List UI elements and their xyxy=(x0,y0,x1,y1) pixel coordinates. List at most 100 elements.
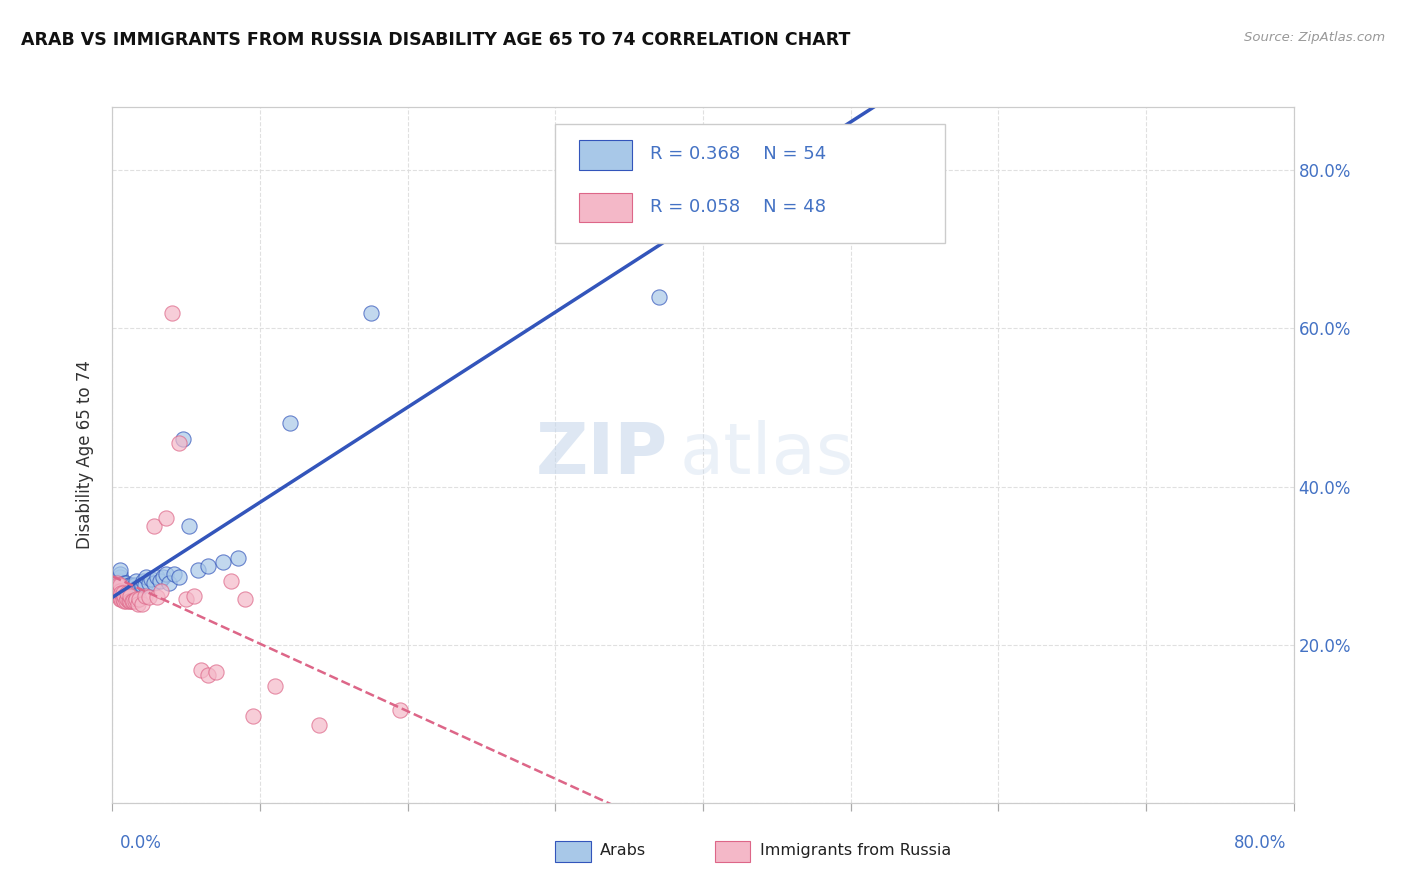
Text: Source: ZipAtlas.com: Source: ZipAtlas.com xyxy=(1244,31,1385,45)
Point xyxy=(121,583,143,598)
Point xyxy=(174,591,197,606)
Text: R = 0.058    N = 48: R = 0.058 N = 48 xyxy=(650,197,825,216)
Point xyxy=(121,594,143,608)
Point xyxy=(122,586,145,600)
Point xyxy=(139,572,162,586)
Point xyxy=(134,589,156,603)
Point xyxy=(160,305,183,319)
Point xyxy=(114,594,136,608)
Point xyxy=(110,591,132,606)
Point xyxy=(110,586,132,600)
Point xyxy=(142,519,165,533)
Point xyxy=(308,718,330,732)
Point xyxy=(278,417,301,431)
Point xyxy=(114,581,136,595)
Text: 80.0%: 80.0% xyxy=(1234,834,1286,852)
Point xyxy=(167,436,190,450)
Point xyxy=(107,583,129,598)
Point xyxy=(108,566,131,581)
Point xyxy=(135,570,157,584)
Point xyxy=(110,581,132,595)
Point xyxy=(131,578,153,592)
Point xyxy=(118,578,141,592)
Point xyxy=(108,578,131,592)
Point xyxy=(155,511,177,525)
Point xyxy=(108,589,131,603)
Text: atlas: atlas xyxy=(679,420,853,490)
Point xyxy=(120,583,142,598)
Point xyxy=(152,570,174,584)
Point xyxy=(120,589,142,603)
Point xyxy=(157,576,180,591)
Point xyxy=(134,578,156,592)
Point xyxy=(197,667,219,681)
Point xyxy=(132,574,155,589)
Point xyxy=(127,583,149,598)
Point xyxy=(360,305,382,319)
FancyBboxPatch shape xyxy=(579,193,633,222)
Point xyxy=(112,582,135,597)
Point xyxy=(112,589,135,603)
Point xyxy=(108,563,131,577)
Point xyxy=(112,586,135,600)
Point xyxy=(111,586,134,600)
Point xyxy=(197,558,219,573)
Point xyxy=(117,583,138,598)
Point xyxy=(172,432,194,446)
Point xyxy=(121,578,143,592)
Point xyxy=(124,583,146,598)
Point xyxy=(112,576,135,591)
FancyBboxPatch shape xyxy=(579,140,633,169)
Point xyxy=(105,576,128,591)
Point xyxy=(233,591,256,606)
Point xyxy=(226,550,249,565)
Point xyxy=(150,583,173,598)
Point xyxy=(128,591,150,606)
Point xyxy=(264,679,287,693)
Point xyxy=(118,594,141,608)
Point xyxy=(117,586,138,600)
Point xyxy=(125,591,148,606)
Text: ARAB VS IMMIGRANTS FROM RUSSIA DISABILITY AGE 65 TO 74 CORRELATION CHART: ARAB VS IMMIGRANTS FROM RUSSIA DISABILIT… xyxy=(21,31,851,49)
Point xyxy=(128,581,150,595)
Point xyxy=(183,589,205,603)
Point xyxy=(107,578,129,592)
Text: Arabs: Arabs xyxy=(600,843,647,857)
Point xyxy=(187,563,209,577)
Point xyxy=(114,576,136,591)
Point xyxy=(124,578,146,592)
Point xyxy=(190,663,212,677)
Point xyxy=(179,519,201,533)
Point xyxy=(125,581,148,595)
FancyBboxPatch shape xyxy=(714,841,751,862)
Point xyxy=(138,576,160,591)
Point xyxy=(125,574,148,589)
Point xyxy=(108,570,131,584)
Point xyxy=(142,576,165,591)
Point xyxy=(108,578,131,592)
Point xyxy=(108,591,131,606)
Point xyxy=(131,597,153,611)
Point xyxy=(122,594,145,608)
Point xyxy=(118,583,141,598)
Point xyxy=(647,290,671,304)
Point xyxy=(120,578,142,592)
Point xyxy=(112,594,135,608)
Text: ZIP: ZIP xyxy=(536,420,668,490)
Point xyxy=(117,591,138,606)
Point xyxy=(108,583,131,598)
Point xyxy=(219,574,242,589)
Point xyxy=(111,591,134,606)
Point xyxy=(107,589,129,603)
Point xyxy=(127,597,149,611)
Point xyxy=(167,570,190,584)
Point xyxy=(108,574,131,589)
Point xyxy=(111,578,134,592)
FancyBboxPatch shape xyxy=(555,841,591,862)
Point xyxy=(114,583,136,598)
Point xyxy=(146,591,169,605)
Point xyxy=(120,594,142,608)
Y-axis label: Disability Age 65 to 74: Disability Age 65 to 74 xyxy=(76,360,94,549)
Point xyxy=(146,570,169,584)
Point xyxy=(111,583,134,598)
